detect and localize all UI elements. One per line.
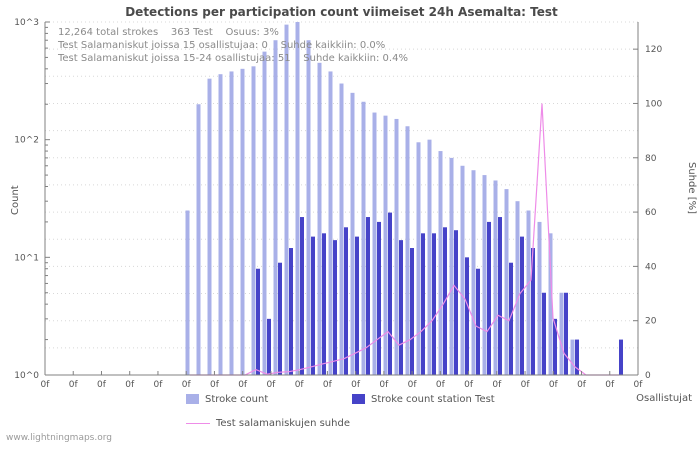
- legend-label-stroke-count-station: Stroke count station Test: [371, 393, 495, 405]
- svg-text:10^2: 10^2: [14, 136, 39, 146]
- chart-title: Detections per participation count viime…: [125, 5, 558, 19]
- legend-item-stroke-count: Stroke count: [186, 393, 268, 405]
- svg-text:20: 20: [645, 317, 657, 327]
- svg-text:0f: 0f: [97, 380, 107, 390]
- annotation-total-strokes: 12,264 total strokes 363 Test Osuus: 3%: [58, 27, 279, 38]
- legend-item-stroke-count-station: Stroke count station Test: [352, 393, 495, 405]
- ratio-line-sample: [186, 422, 210, 424]
- svg-text:0f: 0f: [182, 380, 192, 390]
- watermark: www.lightningmaps.org: [6, 433, 112, 443]
- svg-text:0f: 0f: [41, 380, 51, 390]
- svg-text:10^3: 10^3: [14, 18, 39, 28]
- svg-text:0f: 0f: [125, 380, 135, 390]
- svg-text:0f: 0f: [634, 380, 644, 390]
- svg-text:10^1: 10^1: [14, 253, 39, 263]
- svg-text:0f: 0f: [408, 380, 418, 390]
- svg-text:0f: 0f: [210, 380, 220, 390]
- legend-label-stroke-count: Stroke count: [205, 393, 269, 405]
- svg-text:100: 100: [645, 99, 662, 109]
- x-axis-title: Osallistujat: [636, 393, 692, 404]
- svg-text:0f: 0f: [323, 380, 333, 390]
- svg-text:0f: 0f: [549, 380, 559, 390]
- svg-text:0f: 0f: [464, 380, 474, 390]
- svg-text:0f: 0f: [69, 380, 79, 390]
- svg-text:120: 120: [645, 45, 662, 55]
- svg-text:0f: 0f: [577, 380, 587, 390]
- y-axis-left-title: Count: [10, 185, 21, 215]
- svg-text:10^0: 10^0: [14, 371, 39, 381]
- svg-text:0f: 0f: [521, 380, 531, 390]
- svg-text:0f: 0f: [238, 380, 248, 390]
- svg-text:0f: 0f: [295, 380, 305, 390]
- svg-text:0f: 0f: [351, 380, 361, 390]
- annotation-strokes-15-participants: Test Salamaniskut joissa 15 osallistujaa…: [58, 40, 386, 51]
- legend-item-ratio-line: Test salamaniskujen suhde: [186, 417, 350, 429]
- svg-text:0: 0: [645, 371, 651, 381]
- svg-text:80: 80: [645, 154, 657, 164]
- svg-text:0f: 0f: [379, 380, 389, 390]
- svg-text:0f: 0f: [153, 380, 163, 390]
- stroke-count-swatch: [186, 394, 199, 404]
- svg-text:0f: 0f: [605, 380, 615, 390]
- svg-text:0f: 0f: [492, 380, 502, 390]
- svg-text:0f: 0f: [266, 380, 276, 390]
- annotation-strokes-15-24-participants: Test Salamaniskut joissa 15-24 osallistu…: [58, 53, 408, 64]
- stroke-count-station-swatch: [352, 394, 365, 404]
- svg-text:40: 40: [645, 262, 657, 272]
- svg-text:0f: 0f: [436, 380, 446, 390]
- y-axis-right-title: Suhde [%]: [686, 162, 697, 215]
- svg-text:60: 60: [645, 208, 657, 218]
- legend-label-ratio-line: Test salamaniskujen suhde: [216, 417, 350, 429]
